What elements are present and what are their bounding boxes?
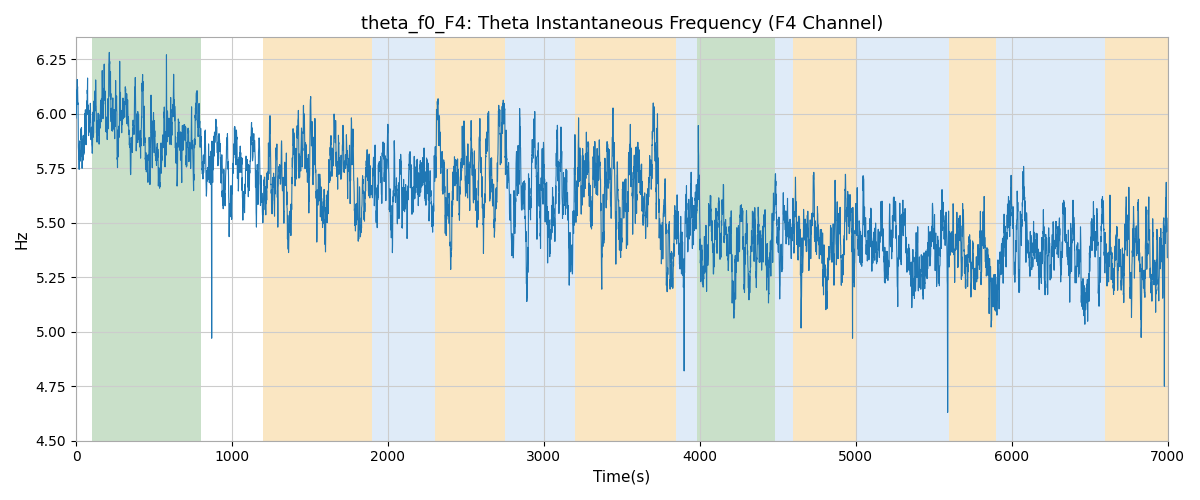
Bar	[263, 38, 372, 440]
Bar	[575, 38, 677, 440]
Bar	[996, 38, 1105, 440]
Bar	[91, 38, 200, 440]
Bar	[1105, 38, 1168, 440]
Bar	[774, 38, 793, 440]
Bar	[697, 38, 774, 440]
Bar	[677, 38, 697, 440]
Bar	[372, 38, 434, 440]
Bar	[434, 38, 505, 440]
Y-axis label: Hz: Hz	[14, 230, 30, 249]
Bar	[505, 38, 575, 440]
X-axis label: Time(s): Time(s)	[593, 470, 650, 485]
Bar	[856, 38, 949, 440]
Bar	[949, 38, 996, 440]
Title: theta_f0_F4: Theta Instantaneous Frequency (F4 Channel): theta_f0_F4: Theta Instantaneous Frequen…	[360, 15, 883, 34]
Bar	[793, 38, 856, 440]
